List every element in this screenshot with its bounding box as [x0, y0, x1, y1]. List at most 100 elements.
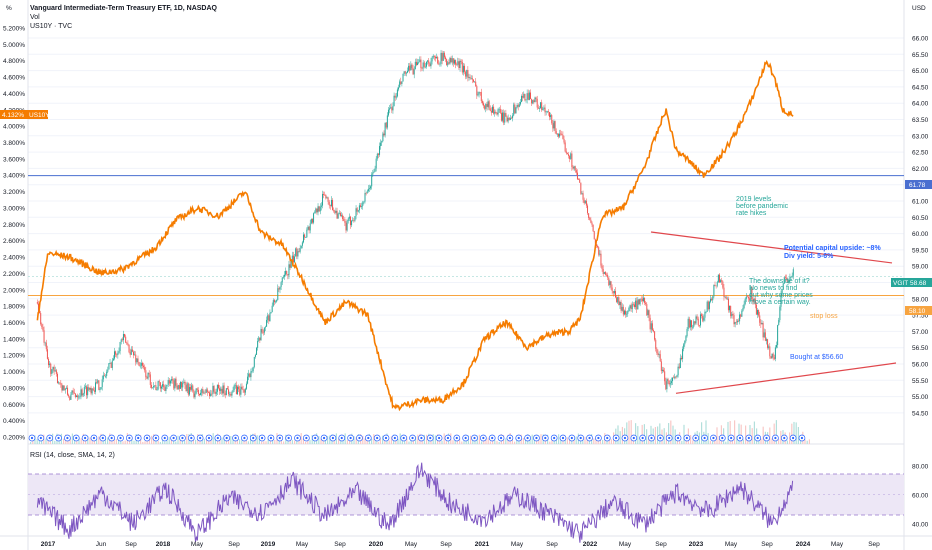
time-tick-7: May	[296, 541, 309, 548]
candle-body	[202, 388, 204, 394]
volume-bar	[461, 441, 463, 444]
upper-trendline[interactable]	[650, 231, 893, 264]
candle-body	[614, 290, 616, 298]
volume-bar	[793, 421, 795, 444]
candle-body	[360, 205, 362, 207]
candle-body	[116, 354, 118, 356]
candle-body	[197, 389, 199, 395]
candle-body	[327, 197, 329, 202]
candle-body	[119, 342, 121, 352]
volume-bar	[34, 435, 36, 444]
candle-body	[58, 382, 60, 384]
volume-bar	[481, 441, 483, 444]
candle-body	[601, 265, 603, 270]
candle-body	[547, 111, 549, 113]
candle-body	[593, 231, 595, 240]
volume-bar	[91, 438, 93, 444]
volume-bar	[115, 439, 117, 444]
dividend-marker-dot	[508, 436, 511, 440]
candle-body	[556, 133, 558, 135]
candle-body	[664, 371, 666, 382]
candle-body	[589, 217, 591, 220]
dividend-marker-dot	[499, 436, 503, 440]
volume-bar	[789, 432, 791, 444]
candle-body	[296, 248, 298, 257]
candle-body	[452, 58, 454, 64]
horizontal-levels[interactable]	[28, 175, 904, 297]
candle-body	[232, 389, 234, 393]
annotation-downside[interactable]: The downside of it? No news to find out …	[749, 278, 813, 306]
candle-body	[410, 64, 412, 71]
candle-body	[345, 222, 347, 231]
candle-body	[134, 354, 136, 356]
volume-bar	[753, 421, 755, 444]
dividend-marker-dot	[747, 436, 750, 440]
right-tick-13: 59.50	[912, 247, 929, 254]
candle-body	[544, 107, 546, 113]
candle-body	[512, 115, 514, 119]
annotation-potential-upside[interactable]: Potential capital upside: ~8%	[784, 245, 881, 252]
dividend-marker-dot	[588, 436, 591, 440]
trendlines[interactable]	[650, 231, 897, 394]
candle-body	[526, 93, 528, 100]
volume-bar	[104, 436, 106, 444]
volume-bar	[630, 420, 632, 444]
dividend-marker-dot	[455, 436, 458, 440]
volume-bar	[355, 437, 357, 444]
candle-body	[221, 388, 223, 394]
candle-body	[427, 60, 429, 62]
dividend-marker-dot	[349, 436, 352, 440]
annotation-2019-levels[interactable]: 2019 levels before pandemic rate hikes	[736, 196, 789, 217]
dividend-marker-dot	[712, 436, 715, 440]
candle-body	[670, 381, 672, 384]
annotation-bought-at[interactable]: Bought at $56.60	[790, 354, 843, 361]
candle-body	[580, 182, 582, 194]
candle-body	[375, 158, 377, 169]
candle-body	[464, 65, 466, 72]
candle-body	[306, 229, 308, 238]
candle-body	[715, 285, 717, 287]
candle-body	[300, 245, 302, 248]
volume-bar	[203, 438, 205, 444]
volume-bar	[769, 427, 771, 444]
candle-body	[108, 363, 110, 370]
candle-body	[290, 259, 292, 268]
dividend-marker-dot	[331, 436, 334, 440]
candle-body	[620, 302, 622, 311]
candle-body	[94, 382, 96, 392]
annotation-div-yield[interactable]: Div yield: 5-6%	[784, 253, 834, 260]
candle-body	[171, 379, 173, 381]
volume-bar	[599, 437, 601, 444]
annotation-stop-loss[interactable]: stop loss	[810, 313, 838, 320]
dividend-marker-dot	[446, 436, 450, 440]
candle-body	[510, 117, 512, 119]
lower-trendline[interactable]	[675, 362, 897, 394]
left-tick-0: 5.200%	[3, 26, 25, 33]
volume-bar	[269, 440, 271, 444]
candle-body	[313, 213, 315, 223]
candle-body	[606, 274, 608, 276]
candle-body	[130, 349, 132, 355]
volume-bar	[617, 425, 619, 444]
candle-body	[505, 113, 507, 117]
volume-bar	[210, 440, 212, 444]
candle-body	[776, 345, 778, 348]
candle-body	[152, 387, 154, 389]
candle-body	[326, 197, 328, 199]
candle-body	[242, 389, 244, 391]
candle-body	[765, 339, 767, 341]
svg-text:2019 levels: 2019 levels	[736, 196, 772, 203]
candle-body	[468, 77, 470, 78]
volume-bar	[36, 439, 38, 444]
candle-body	[562, 134, 564, 139]
right-tick-3: 64.50	[912, 84, 929, 91]
candle-body	[52, 366, 54, 370]
candle-body	[305, 237, 307, 238]
candle-body	[699, 314, 701, 326]
candle-body	[755, 304, 757, 315]
right-tick-5: 63.50	[912, 117, 929, 124]
candle-body	[420, 59, 422, 69]
volume-bar	[76, 441, 78, 444]
right-tick-17: 57.50	[912, 313, 929, 320]
volume-bar	[287, 440, 289, 444]
